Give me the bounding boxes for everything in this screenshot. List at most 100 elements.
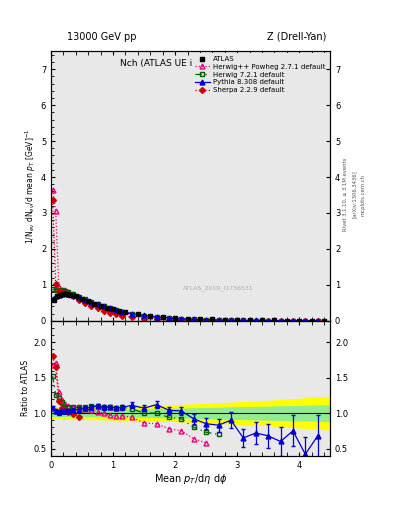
Herwig 7.2.1 default — [154, 314, 159, 321]
Sherpa 2.2.9 default — [114, 311, 119, 317]
Herwig 7.2.1 default — [108, 305, 112, 311]
Herwig++ Powheg 2.7.1 default — [129, 312, 134, 318]
Herwig++ Powheg 2.7.1 default — [53, 208, 58, 214]
Sherpa 2.2.9 default — [66, 291, 70, 297]
Sherpa 2.2.9 default — [179, 317, 184, 323]
Sherpa 2.2.9 default — [83, 300, 88, 306]
Sherpa 2.2.9 default — [120, 313, 125, 319]
Herwig++ Powheg 2.7.1 default — [108, 307, 112, 313]
Herwig++ Powheg 2.7.1 default — [142, 313, 147, 319]
Herwig++ Powheg 2.7.1 default — [70, 291, 75, 297]
Sherpa 2.2.9 default — [241, 318, 246, 324]
Herwig 7.2.1 default — [60, 287, 64, 293]
Herwig 7.2.1 default — [114, 307, 119, 313]
Herwig++ Powheg 2.7.1 default — [303, 318, 308, 324]
Text: Rivet 3.1.10, ≥ 3.1M events: Rivet 3.1.10, ≥ 3.1M events — [342, 158, 347, 231]
Herwig 7.2.1 default — [53, 287, 58, 293]
Sherpa 2.2.9 default — [129, 314, 134, 321]
Herwig 7.2.1 default — [216, 317, 221, 323]
Herwig 7.2.1 default — [83, 296, 88, 303]
Sherpa 2.2.9 default — [108, 310, 112, 316]
Sherpa 2.2.9 default — [60, 289, 64, 295]
Sherpa 2.2.9 default — [142, 315, 147, 322]
Herwig++ Powheg 2.7.1 default — [229, 317, 233, 324]
Sherpa 2.2.9 default — [154, 316, 159, 323]
Herwig++ Powheg 2.7.1 default — [95, 302, 100, 308]
Herwig++ Powheg 2.7.1 default — [77, 294, 81, 300]
Herwig 7.2.1 default — [66, 289, 70, 295]
Sherpa 2.2.9 default — [191, 317, 196, 324]
Sherpa 2.2.9 default — [101, 308, 106, 314]
Herwig++ Powheg 2.7.1 default — [241, 317, 246, 324]
Herwig 7.2.1 default — [229, 317, 233, 324]
Line: Herwig++ Powheg 2.7.1 default: Herwig++ Powheg 2.7.1 default — [50, 187, 320, 323]
Herwig++ Powheg 2.7.1 default — [266, 317, 270, 324]
Herwig++ Powheg 2.7.1 default — [66, 289, 70, 295]
Herwig++ Powheg 2.7.1 default — [278, 317, 283, 324]
Herwig++ Powheg 2.7.1 default — [253, 317, 258, 324]
Herwig 7.2.1 default — [167, 315, 171, 321]
Herwig 7.2.1 default — [290, 317, 295, 324]
Herwig++ Powheg 2.7.1 default — [57, 284, 61, 290]
Herwig 7.2.1 default — [303, 318, 308, 324]
Herwig 7.2.1 default — [101, 304, 106, 310]
Herwig 7.2.1 default — [70, 291, 75, 297]
Herwig 7.2.1 default — [191, 316, 196, 323]
Y-axis label: 1/N$_{ev}$ dN$_{ev}$/d mean $p_T$ [GeV]$^{-1}$: 1/N$_{ev}$ dN$_{ev}$/d mean $p_T$ [GeV]$… — [24, 129, 38, 244]
X-axis label: Mean $p_T$/d$\eta$ d$\phi$: Mean $p_T$/d$\eta$ d$\phi$ — [154, 472, 227, 486]
Herwig++ Powheg 2.7.1 default — [114, 308, 119, 314]
Herwig++ Powheg 2.7.1 default — [120, 310, 125, 316]
Sherpa 2.2.9 default — [57, 288, 61, 294]
Sherpa 2.2.9 default — [315, 318, 320, 324]
Sherpa 2.2.9 default — [50, 197, 55, 203]
Sherpa 2.2.9 default — [63, 290, 68, 296]
Herwig++ Powheg 2.7.1 default — [50, 186, 55, 193]
Sherpa 2.2.9 default — [89, 303, 94, 309]
Sherpa 2.2.9 default — [266, 318, 270, 324]
Herwig 7.2.1 default — [204, 317, 208, 323]
Herwig 7.2.1 default — [241, 317, 246, 324]
Herwig 7.2.1 default — [120, 308, 125, 314]
Line: Herwig 7.2.1 default: Herwig 7.2.1 default — [50, 287, 320, 323]
Herwig 7.2.1 default — [253, 317, 258, 324]
Herwig++ Powheg 2.7.1 default — [290, 318, 295, 324]
Herwig++ Powheg 2.7.1 default — [83, 297, 88, 303]
Herwig 7.2.1 default — [266, 317, 270, 324]
Text: mcplots.cern.ch: mcplots.cern.ch — [360, 174, 365, 216]
Herwig 7.2.1 default — [77, 294, 81, 300]
Herwig++ Powheg 2.7.1 default — [89, 300, 94, 306]
Sherpa 2.2.9 default — [70, 293, 75, 300]
Herwig 7.2.1 default — [278, 317, 283, 324]
Text: Nch (ATLAS UE in Z production): Nch (ATLAS UE in Z production) — [119, 59, 262, 68]
Herwig 7.2.1 default — [315, 318, 320, 324]
Sherpa 2.2.9 default — [53, 281, 58, 287]
Sherpa 2.2.9 default — [229, 317, 233, 324]
Herwig++ Powheg 2.7.1 default — [167, 315, 171, 322]
Herwig 7.2.1 default — [129, 311, 134, 317]
Herwig++ Powheg 2.7.1 default — [101, 305, 106, 311]
Herwig 7.2.1 default — [89, 298, 94, 305]
Sherpa 2.2.9 default — [216, 317, 221, 324]
Herwig 7.2.1 default — [57, 287, 61, 293]
Sherpa 2.2.9 default — [303, 318, 308, 324]
Herwig 7.2.1 default — [63, 288, 68, 294]
Text: Z (Drell-Yan): Z (Drell-Yan) — [267, 32, 326, 42]
Text: ATLAS_2019_I1736531: ATLAS_2019_I1736531 — [183, 286, 254, 291]
Sherpa 2.2.9 default — [204, 317, 208, 324]
Herwig++ Powheg 2.7.1 default — [204, 317, 208, 323]
Herwig 7.2.1 default — [50, 286, 55, 292]
Herwig++ Powheg 2.7.1 default — [216, 317, 221, 324]
Herwig++ Powheg 2.7.1 default — [60, 287, 64, 293]
Sherpa 2.2.9 default — [77, 296, 81, 303]
Text: 13000 GeV pp: 13000 GeV pp — [67, 32, 136, 42]
Herwig 7.2.1 default — [142, 313, 147, 319]
Herwig 7.2.1 default — [95, 301, 100, 307]
Text: [arXiv:1306.3436]: [arXiv:1306.3436] — [352, 170, 357, 219]
Herwig++ Powheg 2.7.1 default — [315, 318, 320, 324]
Y-axis label: Ratio to ATLAS: Ratio to ATLAS — [21, 360, 30, 416]
Line: Sherpa 2.2.9 default: Sherpa 2.2.9 default — [51, 198, 320, 323]
Herwig++ Powheg 2.7.1 default — [179, 316, 184, 323]
Legend: ATLAS, Herwig++ Powheg 2.7.1 default, Herwig 7.2.1 default, Pythia 8.308 default: ATLAS, Herwig++ Powheg 2.7.1 default, He… — [192, 53, 328, 96]
Herwig++ Powheg 2.7.1 default — [154, 315, 159, 321]
Herwig++ Powheg 2.7.1 default — [63, 287, 68, 293]
